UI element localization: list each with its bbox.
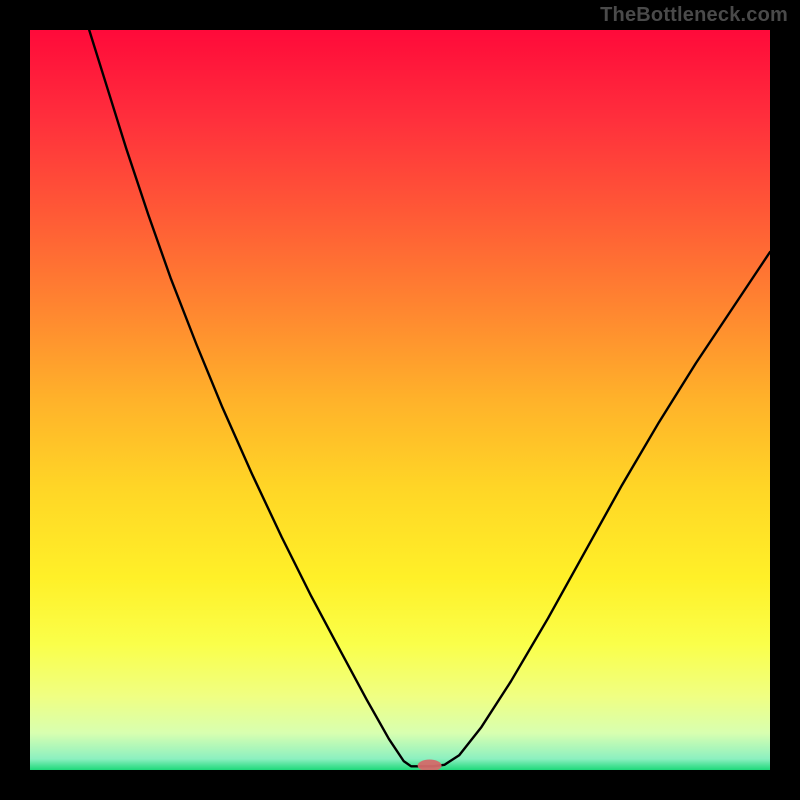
chart-background (30, 30, 770, 770)
plot-area (30, 30, 770, 770)
plot-svg (30, 30, 770, 770)
chart-frame: TheBottleneck.com (0, 0, 800, 800)
watermark-text: TheBottleneck.com (600, 4, 788, 27)
